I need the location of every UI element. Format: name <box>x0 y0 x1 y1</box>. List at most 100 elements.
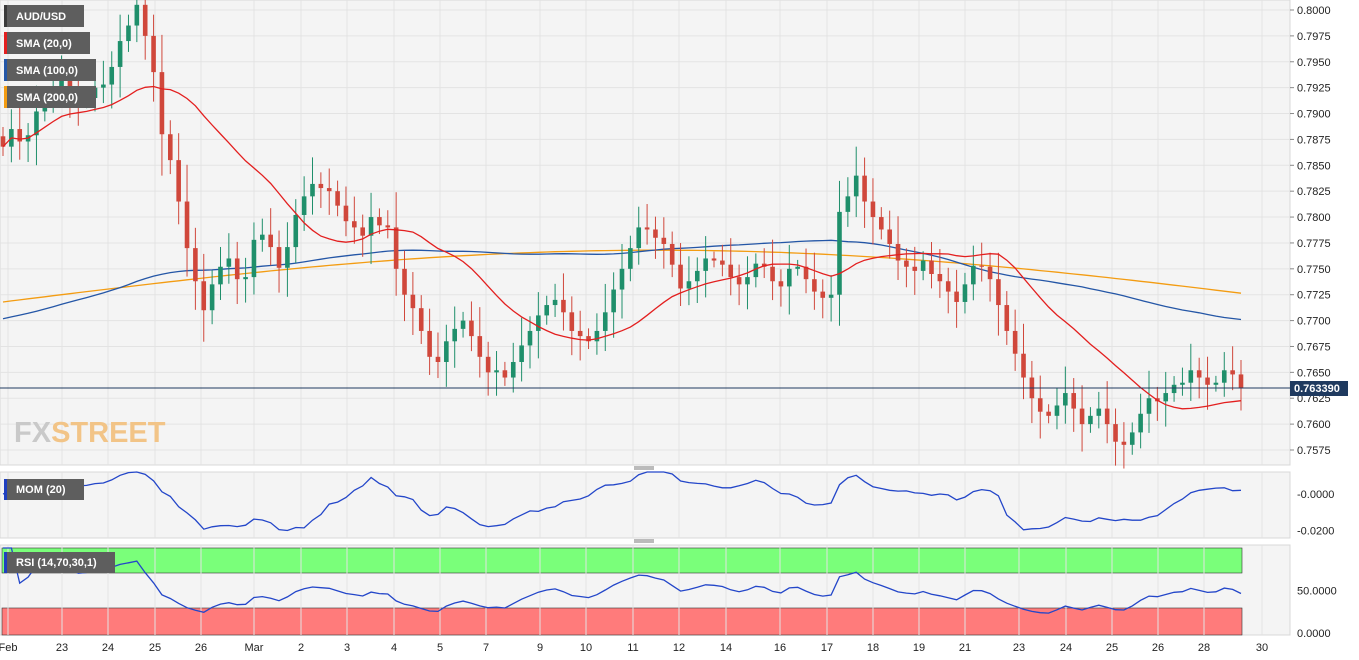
candle-body <box>469 320 474 337</box>
candle-body <box>201 281 207 311</box>
price-pane <box>0 0 1291 466</box>
time-tick-label: Feb <box>0 642 17 654</box>
candle-body <box>527 330 533 346</box>
candle-body <box>519 345 524 362</box>
candle-body <box>653 229 658 238</box>
candle-body <box>887 229 892 244</box>
legend-label: SMA (20,0) <box>16 38 72 50</box>
candle-body <box>862 175 867 202</box>
candle-body <box>510 362 516 378</box>
candle-body <box>586 336 591 342</box>
candle-body <box>251 239 257 278</box>
candle-body <box>1071 393 1077 409</box>
candle-body <box>920 260 926 271</box>
candle-body <box>1054 405 1060 416</box>
candle-body <box>828 294 834 298</box>
momentum-tick-label: -0.0200 <box>1297 526 1334 538</box>
time-tick-label: 14 <box>720 642 732 654</box>
legend-item-sma-200[interactable]: SMA (200,0) <box>4 86 96 108</box>
candle-body <box>477 336 483 357</box>
candle-body <box>1205 377 1210 385</box>
candle-body <box>126 25 131 42</box>
price-tick-label: 0.7850 <box>1297 160 1331 172</box>
candle-body <box>176 160 181 202</box>
candle-body <box>285 247 290 268</box>
time-tick-label: 21 <box>959 642 971 654</box>
watermark-fx: FX <box>14 417 52 449</box>
time-tick-label: 10 <box>580 642 592 654</box>
rsi-overbought-zone <box>1 547 1243 574</box>
candle-body <box>17 129 23 142</box>
candle-body <box>1063 393 1068 406</box>
legend-item-momentum[interactable]: MOM (20) <box>4 479 84 500</box>
candle-body <box>1113 424 1118 442</box>
candle-body <box>971 265 976 285</box>
candle-body <box>1079 408 1085 425</box>
candle-body <box>795 266 800 269</box>
candle-body <box>845 196 851 212</box>
time-tick-label: 9 <box>537 642 543 654</box>
candle-body <box>803 266 809 280</box>
price-tick-label: 0.7975 <box>1297 31 1331 43</box>
price-tick-label: 0.7625 <box>1297 393 1331 405</box>
candle-body <box>1213 382 1219 385</box>
candle-body <box>226 258 232 267</box>
momentum-tick-label: -0.0000 <box>1297 489 1334 501</box>
price-tick-label: 0.7925 <box>1297 83 1331 95</box>
candle-body <box>628 248 633 269</box>
time-tick-label: 2 <box>298 642 304 654</box>
candle-body <box>753 263 759 278</box>
candle-body <box>561 299 566 313</box>
candle-body <box>1196 370 1202 378</box>
candle-body <box>435 356 441 362</box>
momentum-path <box>2 471 1242 532</box>
candle-body <box>184 201 190 249</box>
time-tick-label: 16 <box>774 642 786 654</box>
current-price-value: 0.763390 <box>1294 383 1340 395</box>
pane-splitter[interactable] <box>634 539 654 543</box>
pane-splitter[interactable] <box>634 466 654 470</box>
candle-body <box>352 221 357 228</box>
legend-item-aud-usd[interactable]: AUD/USD <box>4 5 84 27</box>
legend-item-sma-20[interactable]: SMA (20,0) <box>4 32 90 54</box>
candle-body <box>360 227 365 236</box>
candle-body <box>494 370 499 373</box>
price-tick-label: 0.7675 <box>1297 341 1331 353</box>
candle-body <box>485 356 491 373</box>
time-tick-label: 28 <box>1198 642 1210 654</box>
price-tick-label: 0.7775 <box>1297 238 1331 250</box>
watermark-logo: FXSTREET <box>14 417 166 449</box>
candle-body <box>234 258 240 280</box>
candle-body <box>276 247 282 268</box>
candle-body <box>310 183 315 197</box>
time-tick-label: 17 <box>821 642 833 654</box>
candle-body <box>619 268 625 290</box>
candle-body <box>987 266 993 280</box>
legend-item-sma-100[interactable]: SMA (100,0) <box>4 59 96 81</box>
candle-body <box>1146 398 1152 414</box>
candle-body <box>1138 413 1143 433</box>
candle-body <box>343 205 349 222</box>
price-tick-label: 0.8000 <box>1297 5 1331 17</box>
candle-body <box>1238 374 1244 388</box>
candle-body <box>1171 384 1177 394</box>
price-tick-label: 0.7650 <box>1297 367 1331 379</box>
candle-body <box>34 111 39 136</box>
legend-item-rsi[interactable]: RSI (14,70,30,1) <box>4 552 115 573</box>
candle-body <box>879 217 884 230</box>
price-tick-label: 0.7750 <box>1297 264 1331 276</box>
candle-body <box>167 134 173 161</box>
price-tick-label: 0.7725 <box>1297 290 1331 302</box>
candle-body <box>1012 330 1018 354</box>
momentum-line <box>2 471 1242 532</box>
candle-body <box>393 227 399 269</box>
candle-body <box>853 175 859 197</box>
candle-body <box>243 277 248 280</box>
candle-body <box>193 248 198 282</box>
candle-body <box>644 227 650 230</box>
sma-20-line <box>2 85 1242 410</box>
candle-body <box>293 214 299 248</box>
price-tick-label: 0.7700 <box>1297 316 1331 328</box>
candle-body <box>669 243 675 265</box>
candle-body <box>268 234 273 248</box>
